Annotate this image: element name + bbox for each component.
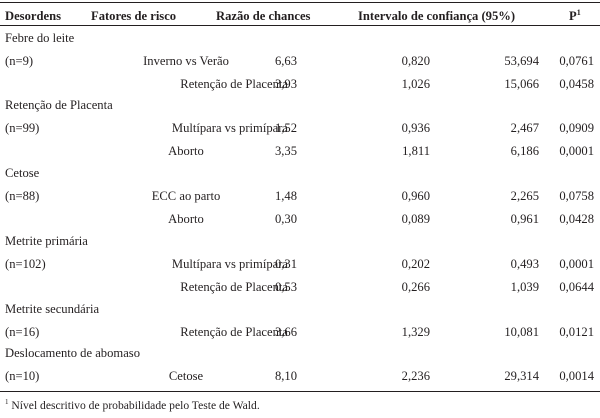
cell-ci-low: 1,329 — [401, 325, 430, 339]
cell-factor: Multípara vs primípara — [171, 121, 288, 135]
cell-odds-ratio: 0,53 — [274, 280, 297, 294]
cell-ci-high: 53,694 — [504, 54, 539, 68]
cell-odds-ratio: 1,52 — [274, 121, 297, 135]
cell-ci-low: 2,236 — [401, 369, 430, 383]
cell-factor: Aborto — [168, 212, 204, 226]
cell-odds-ratio: 1,48 — [274, 189, 297, 203]
cell-p: 0,0909 — [559, 121, 594, 135]
group-n: (n=102) — [5, 257, 46, 271]
group-name: Metrite secundária — [5, 302, 100, 316]
group-name: Retenção de Placenta — [5, 98, 113, 112]
cell-factor: Aborto — [168, 144, 204, 158]
cell-factor: Cetose — [168, 369, 204, 383]
table-footnote: 1 Nível descritivo de probabilidade pelo… — [5, 398, 260, 412]
group-name: Metrite primária — [5, 234, 88, 248]
cell-factor: Retenção de Placenta — [180, 325, 288, 339]
cell-ci-high: 0,961 — [510, 212, 539, 226]
cell-ci-high: 10,081 — [504, 325, 539, 339]
cell-ci-low: 1,811 — [402, 144, 430, 158]
cell-ci-high: 1,039 — [510, 280, 539, 294]
header-confidence-interval: Intervalo de confiança (95%) — [358, 9, 516, 23]
cell-p: 0,0644 — [559, 280, 594, 294]
cell-odds-ratio: 0,31 — [274, 257, 297, 271]
cell-odds-ratio: 8,10 — [274, 369, 297, 383]
group-n: (n=10) — [5, 369, 40, 383]
header-disorders: Desordens — [5, 9, 61, 23]
cell-p: 0,0001 — [559, 144, 594, 158]
cell-ci-high: 2,265 — [510, 189, 539, 203]
header-odds-ratio: Razão de chances — [216, 9, 311, 23]
cell-odds-ratio: 3,93 — [274, 77, 297, 91]
cell-factor: Retenção de Placenta — [180, 77, 288, 91]
group-name: Febre do leite — [5, 31, 75, 45]
cell-ci-low: 0,936 — [401, 121, 430, 135]
cell-factor: Multípara vs primípara — [171, 257, 288, 271]
cell-p: 0,0761 — [559, 54, 594, 68]
cell-ci-low: 0,820 — [401, 54, 430, 68]
cell-p: 0,0121 — [559, 325, 594, 339]
group-n: (n=88) — [5, 189, 40, 203]
cell-p: 0,0758 — [559, 189, 594, 203]
header-risk-factors: Fatores de risco — [91, 9, 177, 23]
cell-ci-high: 0,493 — [510, 257, 539, 271]
cell-ci-low: 0,266 — [401, 280, 430, 294]
cell-p: 0,0014 — [559, 369, 594, 383]
cell-odds-ratio: 0,30 — [274, 212, 297, 226]
cell-odds-ratio: 6,63 — [274, 54, 297, 68]
group-n: (n=16) — [5, 325, 40, 339]
cell-factor: ECC ao parto — [151, 189, 221, 203]
cell-ci-low: 0,202 — [401, 257, 430, 271]
cell-odds-ratio: 3,35 — [274, 144, 297, 158]
group-name: Deslocamento de abomaso — [5, 346, 140, 360]
bottom-rule — [0, 391, 600, 392]
cell-ci-high: 29,314 — [504, 369, 539, 383]
cell-p: 0,0428 — [559, 212, 594, 226]
cell-factor: Inverno vs Verão — [143, 54, 229, 68]
header-p: P1 — [569, 7, 581, 23]
cell-factor: Retenção de Placenta — [180, 280, 288, 294]
cell-odds-ratio: 3,66 — [274, 325, 297, 339]
cell-ci-high: 2,467 — [510, 121, 539, 135]
group-n: (n=99) — [5, 121, 40, 135]
group-n: (n=9) — [5, 54, 34, 68]
cell-p: 0,0001 — [559, 257, 594, 271]
cell-ci-high: 6,186 — [510, 144, 539, 158]
cell-ci-low: 0,089 — [401, 212, 430, 226]
cell-ci-low: 0,960 — [401, 189, 430, 203]
group-name: Cetose — [5, 166, 40, 180]
top-rule — [0, 2, 600, 3]
cell-ci-low: 1,026 — [401, 77, 430, 91]
cell-p: 0,0458 — [559, 77, 594, 91]
header-rule — [0, 25, 600, 26]
cell-ci-high: 15,066 — [504, 77, 539, 91]
